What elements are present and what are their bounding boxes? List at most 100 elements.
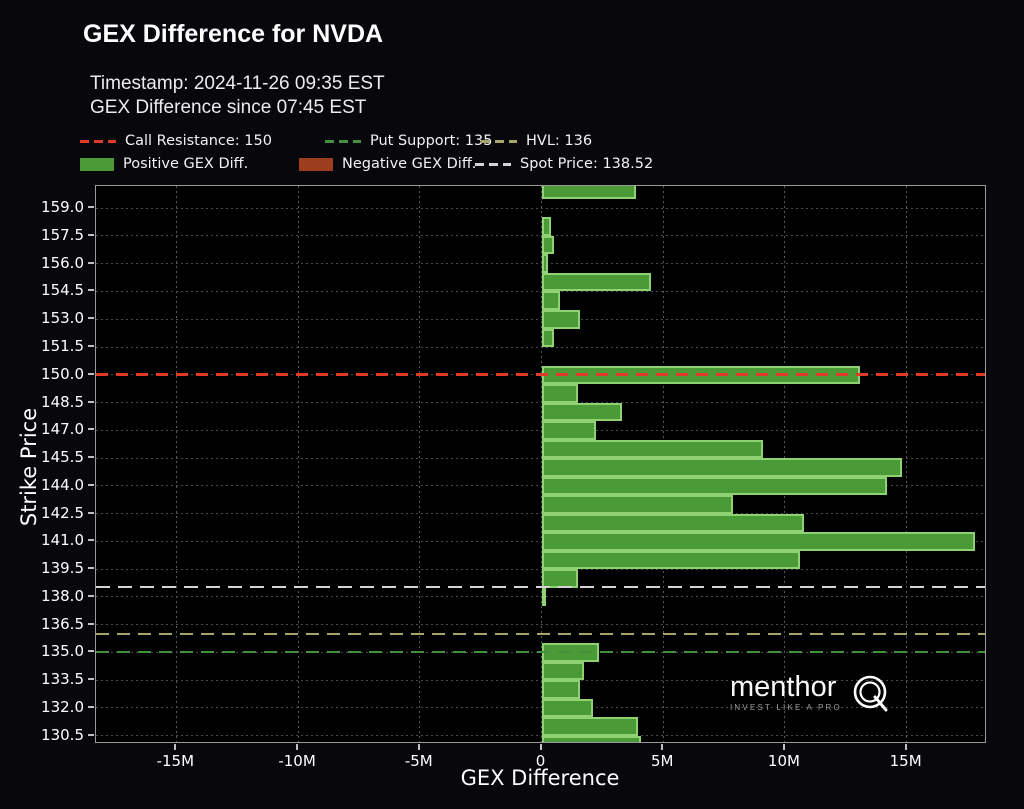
gridline-horizontal: [96, 263, 985, 265]
gridline-horizontal: [96, 735, 985, 737]
gridline-vertical: [419, 186, 421, 742]
x-tick-label: 5M: [650, 752, 674, 770]
gridline-horizontal: [96, 624, 985, 626]
y-tick-label: 144.0: [41, 475, 84, 494]
level-line-put_support: [96, 651, 985, 654]
level-line-spot_price: [96, 586, 985, 589]
gridline-vertical: [906, 186, 908, 742]
legend-label: Positive GEX Diff.: [123, 156, 249, 172]
y-tick-label: 148.5: [41, 392, 84, 411]
gex-bar-strike-147: [541, 421, 597, 440]
y-tick-mark: [88, 428, 94, 431]
y-tick-label: 156.0: [41, 253, 84, 272]
legend-dash-swatch: [325, 139, 361, 143]
gridline-horizontal: [96, 596, 985, 598]
y-tick-mark: [88, 289, 94, 292]
legend-item: Put Support: 135: [325, 132, 492, 150]
y-tick-label: 136.5: [41, 614, 84, 633]
y-tick-label: 133.5: [41, 670, 84, 689]
y-tick-label: 141.0: [41, 531, 84, 550]
gridline-horizontal: [96, 290, 985, 292]
y-tick-mark: [88, 539, 94, 542]
plot-area: [95, 185, 986, 743]
gex-bar-strike-130: [541, 735, 642, 742]
y-tick-label: 130.5: [41, 725, 84, 744]
legend-label: HVL: 136: [526, 133, 593, 149]
gex-bar-strike-131: [541, 717, 638, 736]
legend-label: Put Support: 135: [370, 133, 493, 149]
gridline-horizontal: [96, 707, 985, 709]
y-tick-label: 159.0: [41, 198, 84, 217]
y-tick-label: 135.0: [41, 642, 84, 661]
y-tick-mark: [88, 678, 94, 681]
x-tick-label: 15M: [889, 752, 922, 770]
since-line: GEX Difference since 07:45 EST: [90, 97, 367, 118]
y-tick-label: 139.5: [41, 559, 84, 578]
gridline-horizontal: [96, 207, 985, 209]
level-line-call_resistance: [96, 373, 985, 377]
legend-label: Negative GEX Diff.: [342, 156, 477, 172]
x-tick-mark: [417, 744, 420, 750]
y-tick-mark: [88, 345, 94, 347]
x-tick-mark: [539, 744, 542, 750]
level-line-hvl: [96, 632, 985, 635]
gridline-horizontal: [96, 318, 985, 320]
x-tick-label: -15M: [156, 752, 195, 770]
y-tick-mark: [88, 206, 94, 209]
y-tick-label: 150.0: [41, 364, 84, 383]
y-tick-mark: [88, 317, 94, 320]
gridline-vertical: [175, 186, 177, 742]
y-tick-label: 142.5: [41, 503, 84, 522]
y-tick-label: 157.5: [41, 225, 84, 244]
gridline-horizontal: [96, 346, 985, 348]
watermark-text: menthor INVEST LIKE A PRO: [730, 672, 842, 712]
legend-item: Spot Price: 138.52: [475, 155, 653, 173]
y-tick-label: 145.5: [41, 448, 84, 467]
y-tick-mark: [88, 733, 94, 736]
y-tick-mark: [88, 261, 94, 264]
gridline-horizontal: [96, 402, 985, 404]
legend-label: Spot Price: 138.52: [520, 156, 654, 172]
gridline-horizontal: [96, 457, 985, 459]
x-tick-label: 0: [535, 752, 546, 770]
legend-label: Call Resistance: 150: [125, 133, 272, 149]
gex-bar-strike-138: [541, 587, 546, 607]
watermark-brand: menthor: [730, 671, 837, 703]
gridline-horizontal: [96, 513, 985, 515]
x-tick-mark: [661, 744, 664, 750]
y-tick-mark: [88, 622, 94, 625]
gex-bar-strike-158: [541, 217, 552, 236]
y-tick-label: 138.0: [41, 586, 84, 605]
x-tick-label: -5M: [404, 752, 433, 770]
timestamp-line: Timestamp: 2024-11-26 09:35 EST: [90, 73, 385, 94]
y-tick-label: 132.0: [41, 697, 84, 716]
gex-bar-strike-156: [541, 254, 548, 273]
legend-patch-swatch: [299, 157, 333, 171]
gex-bar-strike-157: [541, 235, 554, 255]
y-tick-mark: [88, 567, 94, 570]
legend-item: Call Resistance: 150: [80, 132, 272, 150]
gex-bar-strike-133: [541, 680, 581, 699]
gex-bar-strike-155: [541, 272, 652, 292]
legend-row-2: Positive GEX Diff. Negative GEX Diff. Spot…: [0, 155, 1024, 173]
y-tick-mark: [88, 511, 94, 514]
menthorq-logo-icon: [853, 675, 888, 712]
y-tick-label: 147.0: [41, 420, 84, 439]
gex-bar-strike-143: [541, 495, 733, 514]
x-axis-title: GEX Difference: [460, 766, 620, 790]
gridline-horizontal: [96, 429, 985, 431]
y-axis-title: Strike Price: [17, 407, 41, 527]
y-tick-mark: [88, 483, 94, 486]
x-tick-mark: [174, 744, 177, 750]
y-tick-mark: [88, 456, 94, 459]
y-tick-label: 153.0: [41, 309, 84, 328]
legend-patch-swatch: [80, 157, 114, 171]
y-tick-label: 151.5: [41, 337, 84, 355]
y-tick-mark: [88, 705, 94, 708]
x-tick-label: -10M: [278, 752, 316, 770]
x-tick-mark: [782, 744, 785, 750]
y-tick-mark: [88, 650, 94, 653]
y-tick-mark: [88, 400, 94, 403]
gex-bar-strike-149: [541, 384, 579, 403]
y-tick-mark: [88, 233, 94, 236]
